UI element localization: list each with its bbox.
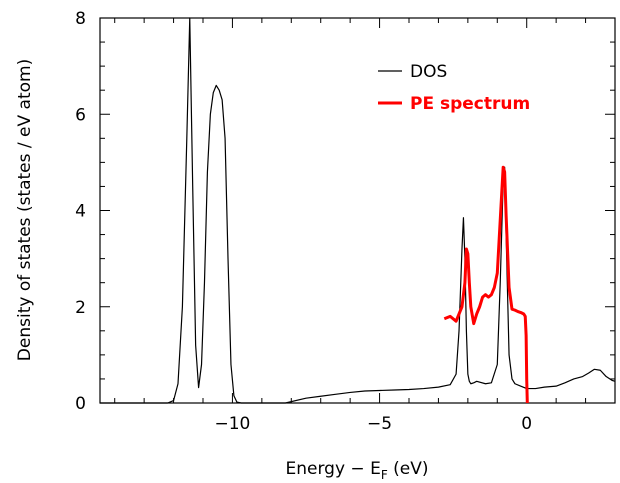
pe-spectrum-line — [443, 165, 529, 404]
axis-ticks — [100, 17, 616, 404]
x-axis-title-main: Energy − E — [286, 459, 381, 479]
x-tick-label: −5 — [367, 414, 392, 434]
y-tick-label: 6 — [75, 105, 86, 125]
tick-labels: −10 −5 0 0 2 4 6 8 — [75, 9, 532, 434]
y-tick-label: 0 — [75, 394, 86, 414]
y-tick-label: 8 — [75, 9, 86, 29]
x-tick-label: 0 — [521, 414, 532, 434]
series-layer — [100, 17, 616, 404]
x-axis-title: Energy − EF (eV) — [286, 459, 429, 482]
dos-line — [100, 17, 616, 404]
y-tick-label: 2 — [75, 298, 86, 318]
x-tick-label: −10 — [214, 414, 250, 434]
x-axis-title-subscript: F — [381, 468, 388, 482]
legend: DOS PE spectrum — [378, 62, 530, 114]
x-axis-title-unit: (eV) — [388, 459, 429, 479]
y-axis-title: Density of states (states / eV atom) — [15, 59, 35, 361]
legend-label-dos: DOS — [410, 62, 447, 82]
y-tick-label: 4 — [75, 202, 86, 222]
legend-label-pe: PE spectrum — [410, 94, 530, 114]
plot-frame — [99, 17, 616, 404]
